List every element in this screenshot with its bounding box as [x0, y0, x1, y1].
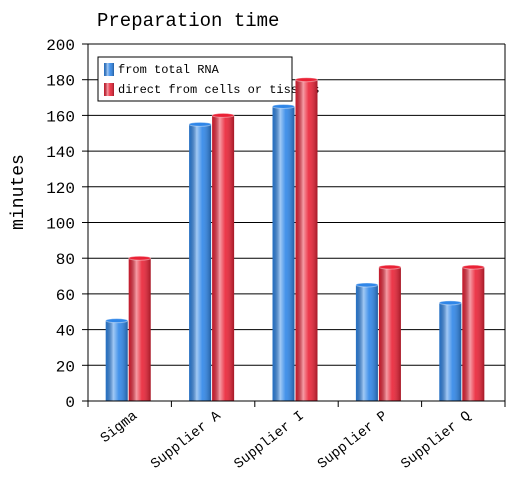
- x-tick-label: Supplier A: [148, 408, 225, 473]
- bar-shine: [105, 320, 128, 401]
- legend-label: from total RNA: [118, 63, 220, 77]
- bar-shine: [189, 124, 212, 401]
- legend-label: direct from cells or tissues: [118, 83, 320, 97]
- x-tick-label: Supplier P: [315, 408, 391, 472]
- bar-shine: [378, 267, 401, 401]
- bar-shine: [462, 267, 485, 401]
- x-tick-label: Sigma: [98, 408, 141, 446]
- y-tick-label: 100: [46, 216, 75, 234]
- y-tick-label: 120: [46, 180, 75, 198]
- bar-cap: [438, 300, 462, 306]
- bar-shine: [212, 115, 235, 402]
- legend-box: [97, 56, 293, 102]
- y-tick-label: 40: [56, 323, 75, 341]
- x-tick-label: Supplier I: [232, 408, 308, 472]
- bar-cap: [295, 77, 318, 83]
- bar-cap: [105, 318, 129, 324]
- y-axis-label: minutes: [9, 154, 29, 230]
- bar-cap: [272, 103, 295, 109]
- y-tick-label: 140: [46, 144, 75, 162]
- y-tick-label: 20: [56, 358, 75, 376]
- bar-cap: [378, 264, 402, 270]
- bar-cap: [128, 255, 152, 261]
- y-tick-label: 200: [46, 37, 75, 55]
- bar-cap: [461, 264, 485, 270]
- legend-swatch-shine: [104, 63, 114, 76]
- chart-title: Preparation time: [97, 10, 279, 32]
- bar-cap: [355, 282, 379, 288]
- bars: [105, 77, 485, 402]
- bar-cap: [211, 112, 235, 118]
- y-tick-label: 60: [56, 287, 75, 305]
- bar-shine: [295, 79, 318, 401]
- bar-cap: [188, 121, 212, 127]
- bar-shine: [355, 284, 378, 401]
- x-tick-label: Supplier Q: [398, 408, 474, 472]
- legend-swatch-shine: [104, 83, 114, 96]
- y-tick-label: 0: [65, 394, 75, 412]
- y-tick-label: 180: [46, 73, 75, 91]
- y-tick-label: 80: [56, 251, 75, 269]
- y-tick-label: 160: [46, 108, 75, 126]
- bar-shine: [439, 302, 462, 401]
- bar-shine: [128, 258, 151, 401]
- bar-shine: [272, 106, 295, 401]
- legend: from total RNA direct from cells or tissu…: [97, 56, 320, 102]
